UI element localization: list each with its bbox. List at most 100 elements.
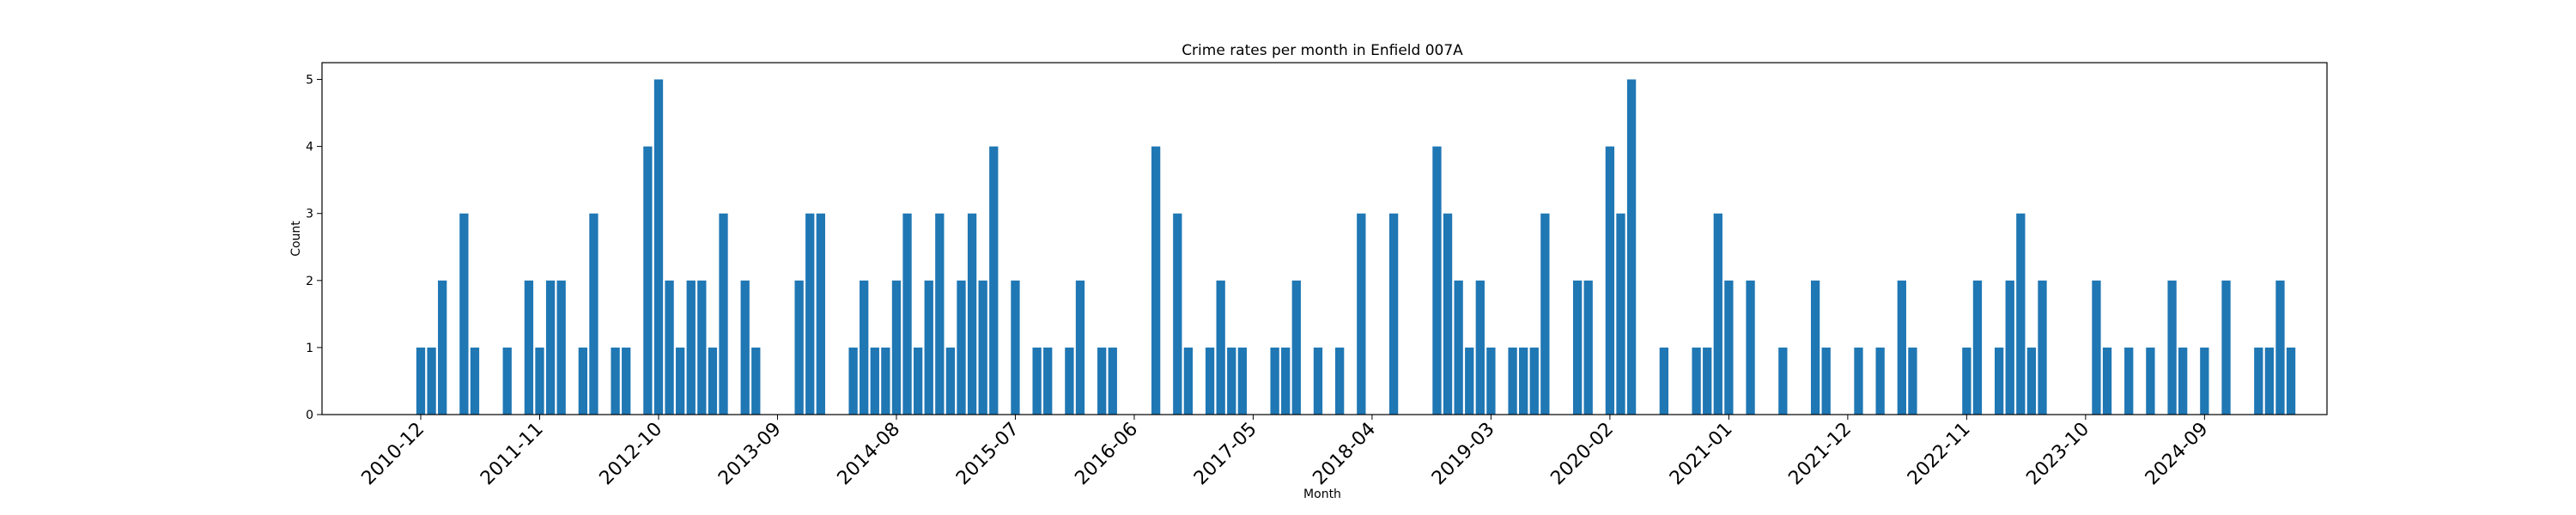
bar-2012-01: [556, 280, 566, 415]
bar-2012-10: [653, 79, 664, 415]
bar-2012-03: [578, 347, 587, 415]
bar-2022-05: [1897, 280, 1906, 415]
y-tick-label: 5: [306, 74, 313, 88]
bar-2012-12: [676, 347, 685, 415]
bar-2025-04: [2275, 280, 2285, 415]
bar-2025-02: [2254, 347, 2263, 415]
bar-2017-11: [1313, 347, 1323, 415]
bar-2012-11: [665, 280, 674, 415]
bar-2023-06: [2038, 280, 2047, 415]
bar-2017-04: [1237, 347, 1247, 415]
bar-2022-11: [1962, 347, 1971, 415]
chart-title: Crime rates per month in Enfield 007A: [1182, 42, 1463, 59]
bar-2015-10: [1043, 347, 1053, 415]
bar-2015-04: [978, 280, 987, 415]
bar-2017-03: [1227, 347, 1236, 415]
bar-2017-07: [1270, 347, 1279, 415]
bar-2019-07: [1529, 347, 1539, 415]
bar-2024-09: [2200, 347, 2209, 415]
bar-2013-12: [805, 213, 815, 415]
bar-2020-04: [1626, 79, 1637, 415]
bar-2016-08: [1151, 146, 1161, 415]
bar-2011-04: [459, 213, 469, 415]
bar-2016-10: [1173, 213, 1182, 415]
bar-2020-03: [1616, 213, 1625, 415]
bar-2024-07: [2178, 347, 2188, 415]
bar-2023-02: [1994, 347, 2004, 415]
bar-2018-06: [1388, 213, 1399, 415]
bar-2021-03: [1746, 280, 1755, 415]
bar-2013-06: [740, 280, 750, 415]
bar-2021-09: [1810, 280, 1820, 415]
bar-2018-03: [1357, 213, 1366, 415]
bar-2019-02: [1475, 280, 1485, 415]
bar-2015-03: [967, 213, 977, 415]
bar-2020-07: [1659, 347, 1668, 415]
bar-2015-01: [945, 347, 956, 415]
bar-2011-12: [545, 280, 556, 415]
bar-2023-05: [2026, 347, 2037, 415]
bar-2022-03: [1875, 347, 1885, 415]
y-tick-label: 1: [306, 342, 313, 355]
bar-2011-11: [535, 347, 544, 415]
bar-2024-04: [2146, 347, 2155, 415]
bar-2020-12: [1713, 213, 1722, 415]
bar-2011-10: [524, 280, 534, 415]
bar-2015-02: [957, 280, 966, 415]
bar-2011-05: [470, 347, 480, 415]
bar-2014-07: [881, 347, 890, 415]
bar-2023-03: [2005, 280, 2014, 415]
bar-2023-12: [2102, 347, 2112, 415]
bar-2020-10: [1692, 347, 1701, 415]
bar-2019-12: [1583, 280, 1593, 415]
bar-2022-12: [1972, 280, 1983, 415]
bar-2014-12: [935, 213, 945, 415]
bar-2014-08: [891, 280, 902, 415]
bar-2016-01: [1075, 280, 1085, 415]
bar-2016-11: [1183, 347, 1194, 415]
bar-2025-05: [2286, 347, 2296, 415]
bar-2024-06: [2167, 280, 2177, 415]
x-axis-label: Month: [1303, 488, 1341, 501]
bar-2015-09: [1032, 347, 1042, 415]
y-axis: 0 1 2 3 4 5: [306, 74, 322, 422]
bar-2015-12: [1065, 347, 1074, 415]
bar-2013-03: [708, 347, 718, 415]
bar-2024-11: [2221, 280, 2231, 415]
bar-2012-09: [643, 146, 653, 415]
bar-2019-01: [1465, 347, 1474, 415]
y-tick-label: 3: [306, 208, 313, 221]
bar-2013-04: [719, 213, 728, 415]
bar-2011-08: [502, 347, 512, 415]
bar-2010-12: [416, 347, 426, 415]
bar-2022-06: [1908, 347, 1917, 415]
bar-2025-03: [2264, 347, 2275, 415]
bar-2016-03: [1097, 347, 1107, 415]
plot-frame: [321, 62, 2328, 415]
y-axis-label: Count: [289, 221, 303, 257]
bar-2019-03: [1486, 347, 1496, 415]
bar-2021-10: [1821, 347, 1831, 415]
bar-2020-02: [1605, 146, 1615, 415]
bar-2018-01: [1335, 347, 1345, 415]
bar-2014-09: [902, 213, 912, 415]
bar-2014-05: [860, 280, 869, 415]
bar-2018-10: [1432, 146, 1442, 415]
bar-2012-04: [589, 213, 598, 415]
bar-2013-02: [697, 280, 707, 415]
bar-2013-01: [686, 280, 696, 415]
bar-2017-01: [1205, 347, 1215, 415]
bar-2015-05: [989, 146, 999, 415]
bar-2021-01: [1724, 280, 1734, 415]
bar-2013-11: [794, 280, 804, 415]
bar-2017-08: [1281, 347, 1291, 415]
bar-2023-04: [2016, 213, 2026, 415]
bar-2017-09: [1291, 280, 1301, 415]
bar-2019-06: [1519, 347, 1528, 415]
bar-2021-06: [1778, 347, 1788, 415]
bar-2014-06: [870, 347, 879, 415]
bar-2014-01: [816, 213, 825, 415]
bar-2023-11: [2092, 280, 2101, 415]
bar-2015-07: [1011, 280, 1020, 415]
